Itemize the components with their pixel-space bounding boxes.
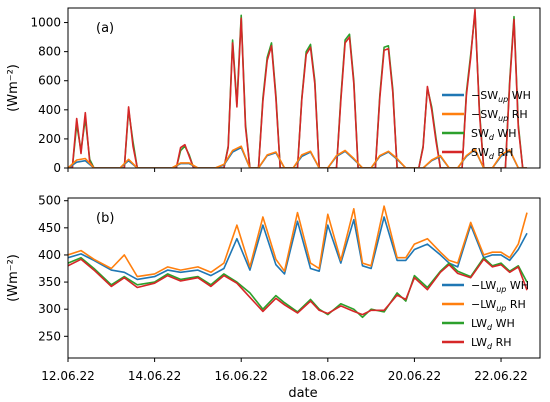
x-tick-label: 12.06.22 [41, 369, 94, 383]
plot-frame [67, 197, 541, 359]
y-axis-label: (Wm⁻²) [6, 254, 21, 302]
x-tick-label: 20.06.22 [388, 369, 441, 383]
y-tick-label: 200 [38, 132, 61, 146]
y-tick-label: 450 [38, 221, 61, 235]
y-tick-label: 600 [38, 74, 61, 88]
x-tick-label: 14.06.22 [128, 369, 181, 383]
series-line-lw_up_rh [68, 205, 528, 278]
y-tick-label: 350 [38, 275, 61, 289]
panel-label: (b) [96, 211, 114, 226]
series-line-lw_d_rh [68, 258, 528, 316]
series-line-lw_up_wh [68, 216, 528, 281]
panel-label: (a) [96, 21, 114, 36]
y-tick-label: 250 [38, 329, 61, 343]
legend-label: LWd WH [471, 317, 515, 332]
legend-item: SWd WH [442, 127, 517, 142]
x-axis: 12.06.22 14.06.22 16.06.22 18.06.22 20.06.22… [41, 369, 527, 383]
series-line-sw_d_wh [68, 11, 527, 168]
legend-label: SWd RH [471, 146, 513, 161]
legend-label: LWd RH [471, 336, 512, 351]
x-tick-label: 18.06.22 [301, 369, 354, 383]
series-line-sw_d_rh [68, 8, 527, 168]
legend-label: −SWup WH [471, 89, 531, 104]
legend-item: −LWup RH [442, 298, 526, 313]
legend-item: −SWup RH [442, 108, 528, 123]
y-tick-label: 500 [38, 194, 61, 208]
legend-label: −LWup WH [471, 279, 529, 294]
legend-item: SWd RH [442, 146, 513, 161]
legend-item: LWd RH [442, 336, 512, 351]
y-tick-label: 400 [38, 248, 61, 262]
x-tick-label: 16.06.22 [214, 369, 267, 383]
x-axis-label: date [288, 386, 317, 401]
y-tick-label: 300 [38, 302, 61, 316]
legend-item: −LWup WH [442, 279, 529, 294]
legend-item: −SWup WH [442, 89, 531, 104]
legend: −LWup WH −LWup RH LWd WH LWd RH [442, 279, 529, 351]
legend-label: −SWup RH [471, 108, 528, 123]
y-tick-label: 0 [53, 161, 61, 175]
y-tick-label: 400 [38, 103, 61, 117]
y-tick-label: 1000 [30, 16, 61, 30]
legend: −SWup WH −SWup RH SWd WH SWd RH [442, 89, 531, 161]
legend-item: LWd WH [442, 317, 515, 332]
y-tick-label: 800 [38, 45, 61, 59]
series-line-sw_up_rh [68, 145, 527, 168]
legend-label: −LWup RH [471, 298, 526, 313]
x-tick-label: 22.06.22 [474, 369, 527, 383]
plot-frame [67, 7, 541, 169]
y-axis-label: (Wm⁻²) [6, 64, 21, 112]
legend-label: SWd WH [471, 127, 517, 142]
